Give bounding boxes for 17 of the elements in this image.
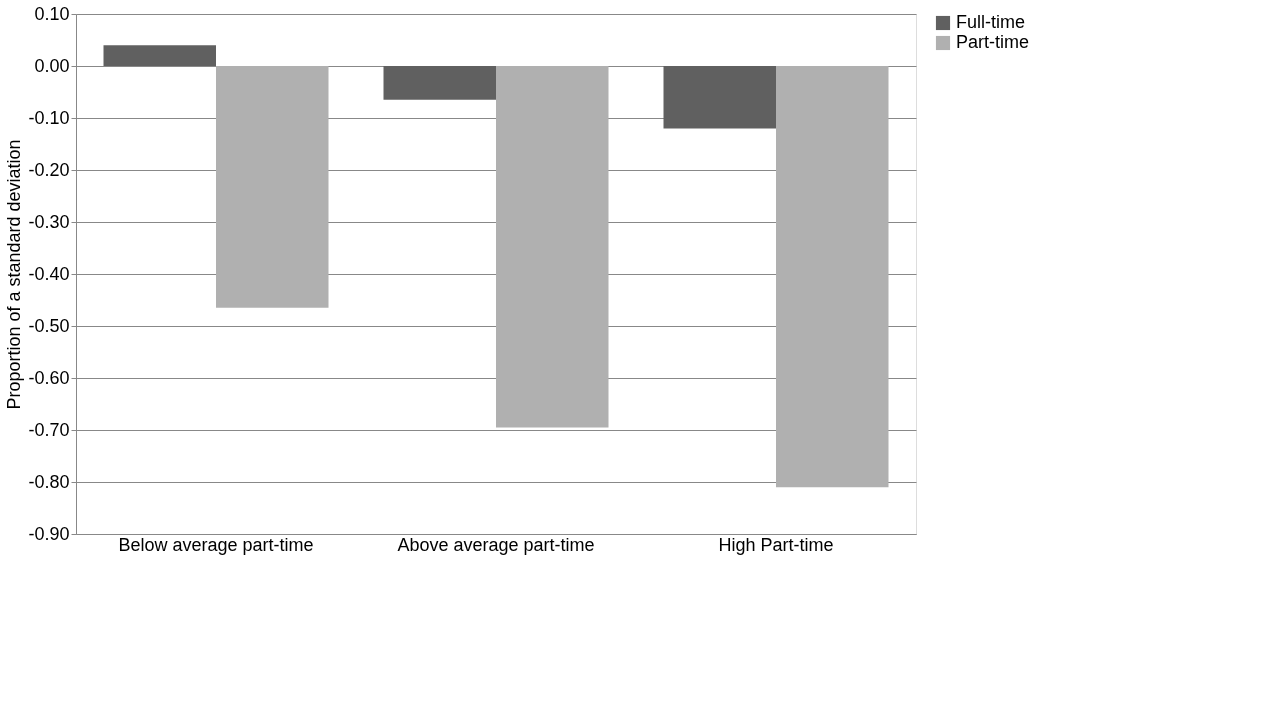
y-tick-label: -0.50 [28, 315, 70, 336]
y-tick-label: -0.90 [28, 523, 70, 544]
y-tick-label: -0.30 [28, 211, 70, 232]
x-tick-label: High Part-time [718, 534, 834, 555]
y-tick-label: -0.20 [28, 159, 70, 180]
y-tick-label: -0.80 [28, 471, 70, 492]
x-tick-label: Below average part-time [118, 534, 314, 555]
legend-label: Part-time [956, 32, 1030, 52]
y-tick-label: -0.40 [28, 263, 70, 284]
y-axis-title: Proportion of a standard deviation [4, 139, 25, 410]
x-tick-label: Above average part-time [397, 534, 595, 555]
y-tick-label: 0.00 [34, 55, 70, 76]
y-tick-label: 0.10 [34, 3, 70, 24]
legend-label: Full-time [956, 12, 1026, 32]
y-tick-label: -0.70 [28, 419, 70, 440]
y-tick-label: -0.60 [28, 367, 70, 388]
y-tick-label: -0.10 [28, 107, 70, 128]
